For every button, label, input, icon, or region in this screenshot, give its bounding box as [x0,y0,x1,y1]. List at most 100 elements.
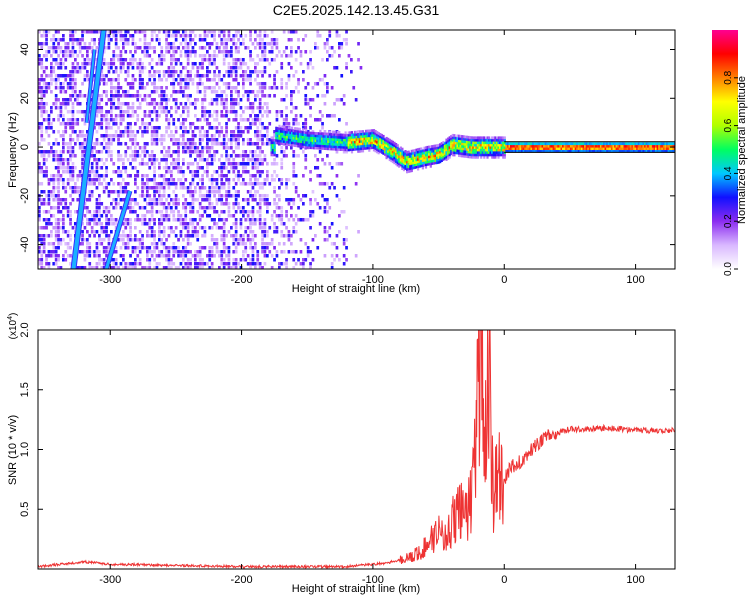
heatmap-ridge-cell [385,153,388,157]
heatmap-cell [129,82,132,86]
heatmap-cell [266,246,269,250]
heatmap-cell [126,262,130,266]
heatmap-cell [174,202,178,206]
heatmap-ridge-cell [324,137,327,141]
heatmap-ridge-cell [436,161,439,165]
heatmap-ridge-cell [302,133,305,136]
heatmap-cell [110,114,113,118]
heatmap-ridge-cell [402,161,406,164]
heatmap-ridge-cell [476,148,480,152]
heatmap-cell [182,186,185,190]
heatmap-cell [314,166,317,170]
heatmap-cell [124,126,128,130]
heatmap-cell [184,214,188,218]
heatmap-cell [251,234,255,238]
heatmap-ridge-cell [418,162,421,166]
heatmap-ridge-cell [393,154,396,157]
heatmap-cell [198,46,202,50]
heatmap-cell [242,170,245,174]
heatmap-ridge-cell [393,161,396,165]
heatmap-cell [191,138,195,142]
heatmap-cell [138,82,142,86]
heatmap-ridge-cell [272,141,275,145]
heatmap-cell [54,226,58,230]
heatmap-cell [266,106,269,110]
heatmap-cell [112,34,116,38]
heatmap-ridge-cell [388,158,391,162]
heatmap-cell [158,42,161,46]
heatmap-cell [206,122,209,126]
heatmap-cell [323,238,327,242]
heatmap-ridge-cell [413,156,417,160]
heatmap-cell [162,190,166,194]
heatmap-ridge-cell [454,139,458,142]
heatmap-cell [299,238,303,242]
heatmap-cell [45,110,48,114]
heatmap-cell [59,106,63,110]
heatmap-cell [40,78,44,82]
heatmap-ridge-cell [390,142,393,145]
heatmap-cell [309,58,312,62]
heatmap-cell [153,242,156,246]
heatmap-cell [112,170,116,174]
heatmap-cell [45,86,48,90]
heatmap-ridge-cell [303,133,306,137]
heatmap-ridge-cell [475,136,478,140]
heatmap-ridge-cell [417,148,420,151]
heatmap-cell [350,70,353,74]
heatmap-cell [165,106,168,110]
heatmap-ridge-cell [360,130,363,133]
heatmap-cell [172,246,176,250]
heatmap-ridge-cell [436,144,439,147]
heatmap-ridge-cell [499,141,502,145]
heatmap-cell [261,162,264,166]
heatmap-cell [42,118,46,122]
heatmap-ridge-cell [536,147,539,150]
heatmap-ridge-cell [475,143,478,147]
heatmap-ridge-cell [510,142,513,146]
heatmap-cell [95,122,99,126]
heatmap-ridge-cell [338,131,341,134]
heatmap-ridge-cell [417,150,420,154]
heatmap-ridge-cell [377,141,380,145]
heatmap-cell [167,234,171,238]
heatmap-cell [191,162,195,166]
heatmap-cell [191,82,195,86]
heatmap-cell [126,158,130,162]
heatmap-cell [290,90,293,94]
heatmap-cell [153,138,156,142]
heatmap-cell [129,266,132,269]
heatmap-cell [182,174,185,178]
heatmap-cell [114,266,118,269]
heatmap-ridge-cell [442,145,445,149]
heatmap-ridge-cell [399,163,402,167]
heatmap-cell [54,218,58,222]
heatmap-cell [191,102,195,106]
heatmap-cell [244,170,248,174]
heatmap-cell [69,138,72,142]
heatmap-cell [81,46,84,50]
heatmap-cell [146,222,149,226]
heatmap-cell [314,118,317,122]
heatmap-ridge-cell [481,146,484,149]
heatmap-ridge-cell [445,141,448,144]
heatmap-cell [148,114,152,118]
heatmap-cell [45,222,48,226]
heatmap-ridge-cell [336,130,339,134]
heatmap-cell [258,46,262,50]
heatmap-cell [153,198,156,202]
heatmap-cell [74,94,77,98]
heatmap-cell [309,170,312,174]
heatmap-cell [69,50,72,54]
heatmap-cell [143,94,147,98]
heatmap-ridge-cell [461,152,464,155]
heatmap-cell [57,202,60,206]
heatmap-cell [215,150,219,154]
heatmap-ridge-cell [439,155,442,159]
heatmap-ridge-cell [480,155,483,159]
heatmap-cell [64,202,68,206]
heatmap-ridge-cell [451,153,454,157]
heatmap-cell [158,234,161,238]
heatmap-cell [189,202,192,206]
heatmap-cell [191,226,195,230]
